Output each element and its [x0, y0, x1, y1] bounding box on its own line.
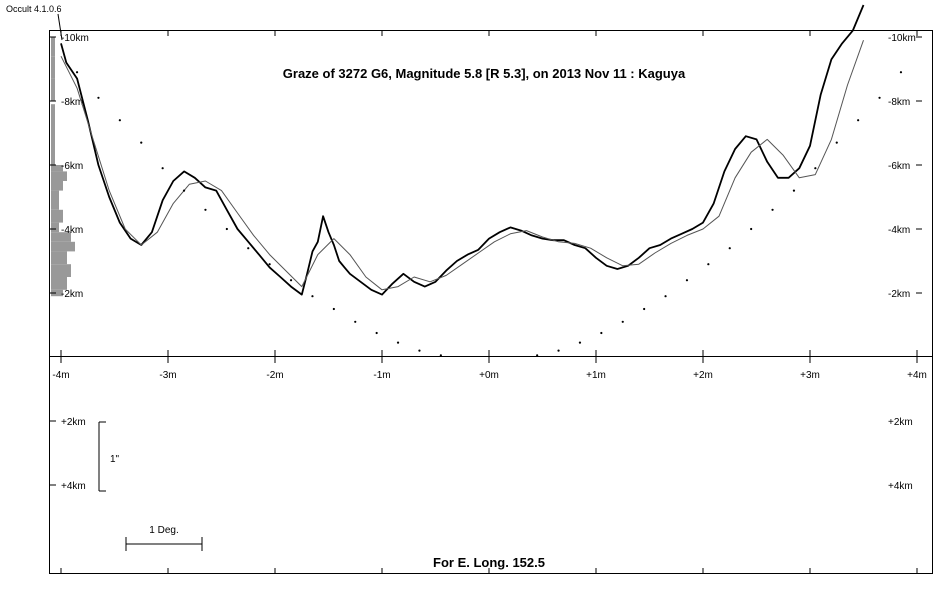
degree-scale-bar: 1 Deg. — [125, 525, 203, 551]
limit-path-point — [835, 141, 838, 144]
limit-path-point — [97, 96, 100, 99]
y-tick-label-left: -2km — [61, 289, 83, 300]
smoothed-profile-line — [60, 40, 864, 291]
x-tick-label: +1m — [586, 370, 606, 381]
limit-path-point — [375, 331, 378, 335]
lower-y-tick-label-left: +4km — [61, 481, 86, 492]
degree-scale-label: 1 Deg. — [149, 525, 178, 536]
histogram-bar — [51, 209, 63, 223]
limit-path-point — [247, 247, 250, 250]
lower-y-tick-label-left: +2km — [61, 417, 86, 428]
limit-path-point — [814, 167, 817, 170]
histogram-bar — [51, 264, 71, 277]
limit-path-point — [899, 71, 903, 74]
limit-path-point — [578, 341, 582, 344]
y-tick-label-left: -10km — [61, 33, 89, 44]
limit-path-point — [75, 71, 79, 74]
histogram-bar — [51, 241, 75, 252]
histogram-bar — [51, 104, 55, 133]
histogram-bar — [51, 222, 59, 233]
limit-path-point — [354, 320, 357, 323]
limit-path-point — [536, 354, 539, 357]
lower-y-tick-label-right: +2km — [888, 417, 913, 428]
limit-path-point — [182, 189, 186, 192]
limit-path-point — [728, 247, 731, 250]
series-layer — [60, 4, 903, 357]
arcsec-scale-bar: 1" — [98, 421, 120, 492]
arcsec-scale-label: 1" — [110, 454, 120, 465]
x-tick-label: +4m — [907, 370, 927, 381]
limit-path-point — [268, 263, 271, 266]
y-tick-label-right: -8km — [888, 97, 910, 108]
limit-path-point — [332, 307, 335, 311]
histogram-bar — [51, 165, 63, 172]
limit-path-point — [707, 263, 710, 266]
limit-path-point — [140, 141, 143, 144]
x-tick-label: +2m — [693, 370, 713, 381]
limit-path-point — [664, 295, 667, 298]
y-tick-label-left: -6km — [61, 161, 83, 172]
histogram-bar — [51, 133, 55, 165]
limit-path-point — [600, 331, 603, 335]
limit-path-point — [161, 167, 164, 170]
x-tick-label: -4m — [52, 370, 69, 381]
limit-path-point — [750, 227, 753, 231]
x-tick-label: +0m — [479, 370, 499, 381]
footer-longitude: For E. Long. 152.5 — [433, 555, 545, 570]
y-tick-label-right: -6km — [888, 161, 910, 172]
plot-frame — [49, 30, 933, 574]
limit-path-point — [878, 96, 881, 99]
version-label: Occult 4.1.0.6 — [6, 4, 62, 14]
y-tick-label-right: -10km — [888, 33, 916, 44]
histogram-layer — [51, 37, 75, 297]
y-tick-label-left: -4km — [61, 225, 83, 236]
limit-path-point — [204, 208, 207, 211]
limit-path-point — [771, 208, 774, 211]
histogram-bar — [51, 289, 63, 297]
lower-y-tick-label-right: +4km — [888, 481, 913, 492]
limit-path-point — [439, 354, 442, 357]
histogram-bar — [51, 171, 67, 181]
x-tick-label: -2m — [266, 370, 283, 381]
histogram-bar — [51, 181, 63, 191]
limit-path-point — [643, 307, 646, 311]
y-tick-label-right: -2km — [888, 289, 910, 300]
limit-path-point — [289, 279, 293, 282]
limit-path-point — [857, 119, 860, 122]
limit-path-point — [792, 189, 796, 192]
histogram-bar — [51, 78, 55, 101]
limit-path-point — [557, 349, 560, 352]
x-tick-label: +3m — [800, 370, 820, 381]
histogram-bar — [51, 37, 55, 57]
limit-path-point — [396, 341, 400, 344]
limb-profile-line — [60, 4, 865, 296]
chart-title: Graze of 3272 G6, Magnitude 5.8 [R 5.3],… — [283, 66, 686, 81]
histogram-bar — [51, 251, 67, 265]
limit-path-point — [225, 227, 228, 231]
histogram-bar — [51, 56, 55, 79]
limit-path-point — [311, 295, 314, 298]
limit-path-point — [118, 119, 121, 122]
axes-layer: -4m -3m -2m -1m +0m +1m +2m +3m +4m -10km -10km -8k… — [50, 31, 927, 573]
histogram-bar — [51, 190, 59, 210]
y-tick-label-right: -4km — [888, 225, 910, 236]
limit-path-point — [685, 279, 689, 282]
limit-path-point — [621, 320, 624, 323]
limit-path-point — [418, 349, 421, 352]
x-tick-label: -1m — [373, 370, 390, 381]
y-tick-label-left: -8km — [61, 97, 83, 108]
histogram-bar — [51, 277, 67, 290]
x-tick-label: -3m — [159, 370, 176, 381]
histogram-bar — [51, 232, 71, 242]
